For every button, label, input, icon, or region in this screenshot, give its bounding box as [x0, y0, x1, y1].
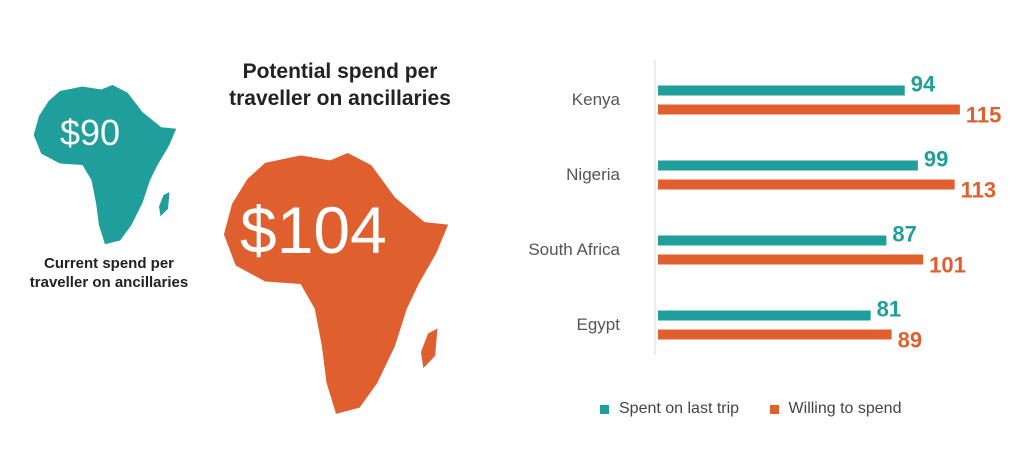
africa-shape-big [223, 152, 449, 414]
value-label-willing: 101 [929, 253, 966, 278]
bar-willing [658, 179, 955, 190]
potential-spend-caption: Potential spend per traveller on ancilla… [229, 60, 451, 110]
value-label-willing: 113 [961, 178, 997, 203]
category-label: Egypt [577, 315, 621, 334]
category-label: Nigeria [566, 165, 620, 184]
bar-spent [658, 310, 871, 321]
bar-spent [658, 85, 905, 96]
africa-map-current [30, 82, 180, 248]
bar-chart: Kenya 94 115 Nigeria 99 113 South Africa 87 101 E… [500, 55, 1002, 365]
africa-shape-small [33, 85, 177, 245]
value-label-spent: 81 [877, 297, 901, 322]
bar-spent [658, 160, 918, 171]
bar-willing [658, 254, 924, 265]
legend-item-spent: Spent on last trip [600, 400, 739, 418]
value-label-spent: 99 [924, 147, 948, 172]
bar-willing [658, 104, 960, 115]
legend-label-spent: Spent on last trip [619, 400, 740, 417]
value-label-spent: 94 [911, 72, 936, 97]
legend-label-willing: Willing to spend [788, 400, 902, 417]
current-spend-amount: $90 [60, 112, 121, 153]
value-label-willing: 89 [898, 328, 922, 353]
legend-swatch-willing [769, 404, 779, 414]
potential-spend-amount: $104 [240, 193, 387, 267]
value-label-spent: 87 [892, 222, 916, 247]
value-label-willing: 115 [966, 103, 1002, 128]
category-label: South Africa [528, 240, 620, 259]
category-label: Kenya [572, 90, 621, 109]
chart-legend: Spent on last trip Willing to spend [600, 400, 927, 419]
bar-willing [658, 329, 892, 340]
bar-spent [658, 235, 887, 246]
legend-item-willing: Willing to spend [769, 400, 902, 418]
legend-swatch-spent [600, 404, 609, 414]
current-spend-caption: Current spend per traveller on ancillari… [29, 255, 189, 291]
africa-map-potential [218, 148, 454, 420]
